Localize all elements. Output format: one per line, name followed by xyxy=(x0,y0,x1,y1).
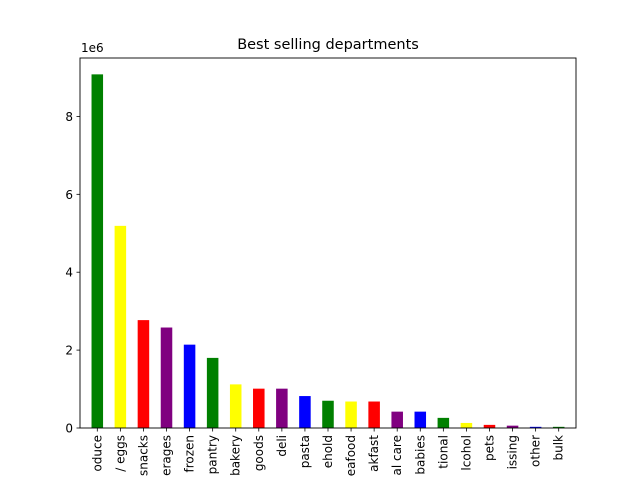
x-tick-label: deli xyxy=(275,435,289,457)
bar-other xyxy=(529,426,542,428)
x-tick-label: bulk xyxy=(552,435,566,461)
x-tick-label: ehold xyxy=(321,435,335,468)
bar-pantry xyxy=(206,357,219,428)
x-tick-label: pantry xyxy=(206,435,220,474)
chart-title: Best selling departments xyxy=(237,37,419,53)
bar-produce xyxy=(91,74,104,429)
x-tick-label: issing xyxy=(506,435,520,469)
bar-meat-seafood xyxy=(345,401,357,428)
bar-dairy-eggs xyxy=(114,225,127,428)
x-tick-label: goods xyxy=(252,435,266,471)
bar-breakfast xyxy=(368,401,380,428)
bar-beverages xyxy=(160,327,173,428)
bar-international xyxy=(437,417,450,428)
x-tick-label: akfast xyxy=(367,435,381,472)
bar-frozen xyxy=(183,344,196,428)
y-offset-label: 1e6 xyxy=(81,41,104,55)
y-tick-label: 0 xyxy=(65,422,73,436)
bar-pets xyxy=(483,424,496,428)
y-tick-label: 8 xyxy=(65,110,73,124)
bar-deli xyxy=(276,388,288,428)
bar-babies xyxy=(414,411,427,428)
x-tick-label: oduce xyxy=(90,435,104,472)
x-tick-label: bakery xyxy=(229,435,243,476)
bar-alcohol xyxy=(460,422,473,428)
bars-group xyxy=(91,74,565,429)
bar-dry-goods-pasta xyxy=(299,396,311,428)
y-axis: 0 2 4 6 8 xyxy=(65,110,80,436)
bar-canned-goods xyxy=(253,388,265,428)
x-tick-label: lcohol xyxy=(459,435,473,471)
x-tick-label: erages xyxy=(160,435,174,476)
x-tick-label: frozen xyxy=(183,435,197,473)
x-tick-label: snacks xyxy=(136,435,150,476)
x-tick-label: pasta xyxy=(298,435,312,468)
bar-household xyxy=(322,400,334,428)
bar-snacks xyxy=(137,320,150,428)
x-tick-label: / eggs xyxy=(113,435,127,472)
bar-personal-care xyxy=(391,411,403,428)
x-tick-label: al care xyxy=(390,435,404,476)
bar-bakery xyxy=(229,384,242,428)
x-tick-label: other xyxy=(529,435,543,467)
x-tick-label: babies xyxy=(413,435,427,475)
y-tick-label: 4 xyxy=(65,266,73,280)
plot-frame xyxy=(79,57,577,429)
y-tick-label: 6 xyxy=(65,188,73,202)
x-axis: oduce / eggs snacks erages frozen pantry baker… xyxy=(90,428,566,476)
bar-missing xyxy=(506,425,519,428)
bar-bulk xyxy=(552,426,565,428)
x-tick-label: pets xyxy=(482,435,496,461)
x-tick-label: tional xyxy=(436,435,450,469)
x-tick-label: eafood xyxy=(344,435,358,476)
y-tick-label: 2 xyxy=(65,344,73,358)
